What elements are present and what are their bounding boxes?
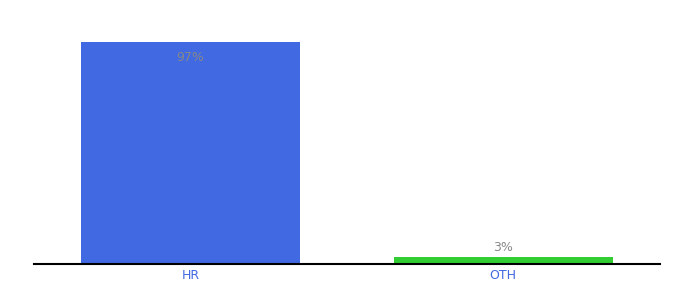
Bar [394, 257, 613, 264]
Text: 97%: 97% [177, 51, 204, 64]
Bar [81, 42, 300, 264]
Text: 3%: 3% [493, 241, 513, 254]
